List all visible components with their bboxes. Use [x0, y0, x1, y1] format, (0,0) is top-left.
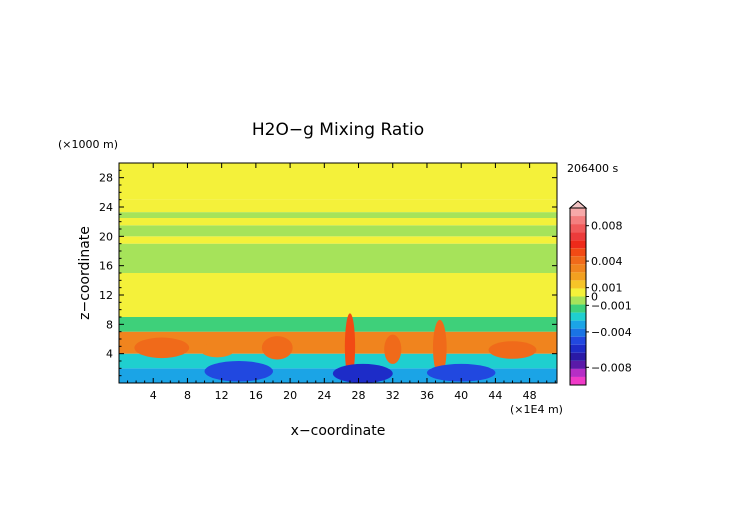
y-tick-label: 4: [106, 348, 113, 361]
colorbar-swatch: [570, 352, 586, 361]
field-band: [119, 212, 557, 218]
colorbar-swatch: [570, 248, 586, 257]
colorbar-swatch: [570, 240, 586, 249]
x-tick-label: 16: [249, 389, 263, 402]
colorbar-swatch: [570, 296, 586, 305]
colorbar-swatch: [570, 256, 586, 265]
y-tick-label: 16: [99, 260, 113, 273]
y-unit-label: (×1000 m): [58, 138, 118, 151]
colorbar-swatch: [570, 208, 586, 217]
field-band: [119, 199, 557, 213]
colorbar-swatch: [570, 312, 586, 321]
field-feature: [488, 341, 537, 359]
y-tick-label: 28: [99, 172, 113, 185]
colorbar-label: 0.001: [591, 282, 623, 295]
field-feature: [332, 363, 393, 383]
x-tick-label: 12: [215, 389, 229, 402]
colorbar-label: −0.004: [591, 326, 632, 339]
y-axis: 4 8 12 16 20 24 28: [99, 169, 557, 377]
colorbar-swatch: [570, 272, 586, 281]
field-feature: [134, 337, 190, 359]
colorbar-swatch: [570, 336, 586, 345]
colorbar-swatch: [570, 328, 586, 337]
field-band: [119, 273, 557, 317]
colorbar-swatch: [570, 232, 586, 241]
colorbar-swatch: [570, 368, 586, 377]
x-unit-label: (×1E4 m): [510, 403, 563, 416]
x-tick-label: 44: [488, 389, 502, 402]
x-tick-label: 40: [454, 389, 468, 402]
field-feature: [432, 319, 447, 376]
x-tick-label: 24: [317, 389, 331, 402]
field-feature: [384, 334, 402, 364]
colorbar-swatch: [570, 224, 586, 233]
x-axis-label: x−coordinate: [291, 423, 386, 439]
colorbar-swatch: [570, 264, 586, 273]
colorbar-swatch: [570, 288, 586, 297]
field-feature: [200, 342, 235, 358]
colorbar-swatch: [570, 376, 586, 385]
colorbar-label: 0.008: [591, 220, 623, 233]
contour-field: [119, 163, 557, 383]
y-axis-label: z−coordinate: [77, 226, 93, 320]
colorbar-label: 0.004: [591, 255, 623, 268]
x-tick-label: 36: [420, 389, 434, 402]
time-label: 206400 s: [567, 162, 618, 175]
y-tick-label: 12: [99, 289, 113, 302]
colorbar-swatch: [570, 216, 586, 225]
x-tick-label: 28: [352, 389, 366, 402]
colorbar-label: −0.001: [591, 299, 632, 312]
field-feature: [261, 336, 293, 360]
colorbar-swatch: [570, 304, 586, 313]
colorbar-label: 0: [591, 291, 598, 304]
colorbar-swatch: [570, 344, 586, 353]
chart-title: H2O−g Mixing Ratio: [252, 120, 424, 140]
field-band: [119, 218, 557, 226]
colorbar-extend-arrow: [568, 200, 588, 209]
y-tick-label: 24: [99, 201, 113, 214]
x-axis: 4 8 12 16 20 24 28 32 36 40 44 48: [127, 163, 556, 402]
field-band: [119, 243, 557, 273]
x-tick-label: 20: [283, 389, 297, 402]
colorbar-swatch: [570, 320, 586, 329]
field-feature: [204, 361, 273, 382]
y-tick-label: 8: [106, 318, 113, 331]
field-band: [119, 317, 557, 332]
colorbar-label: −0.008: [591, 361, 632, 374]
x-tick-label: 4: [150, 389, 157, 402]
field-feature: [426, 363, 496, 382]
x-tick-label: 48: [523, 389, 537, 402]
colorbar-swatch: [570, 280, 586, 289]
x-tick-label: 32: [386, 389, 400, 402]
field-feature: [344, 313, 356, 380]
field-band: [119, 225, 557, 237]
colorbar-swatch: [570, 360, 586, 369]
field-band: [119, 236, 557, 244]
field-band: [119, 353, 557, 369]
y-tick-label: 20: [99, 230, 113, 243]
x-tick-label: 8: [184, 389, 191, 402]
field-band: [119, 163, 557, 200]
